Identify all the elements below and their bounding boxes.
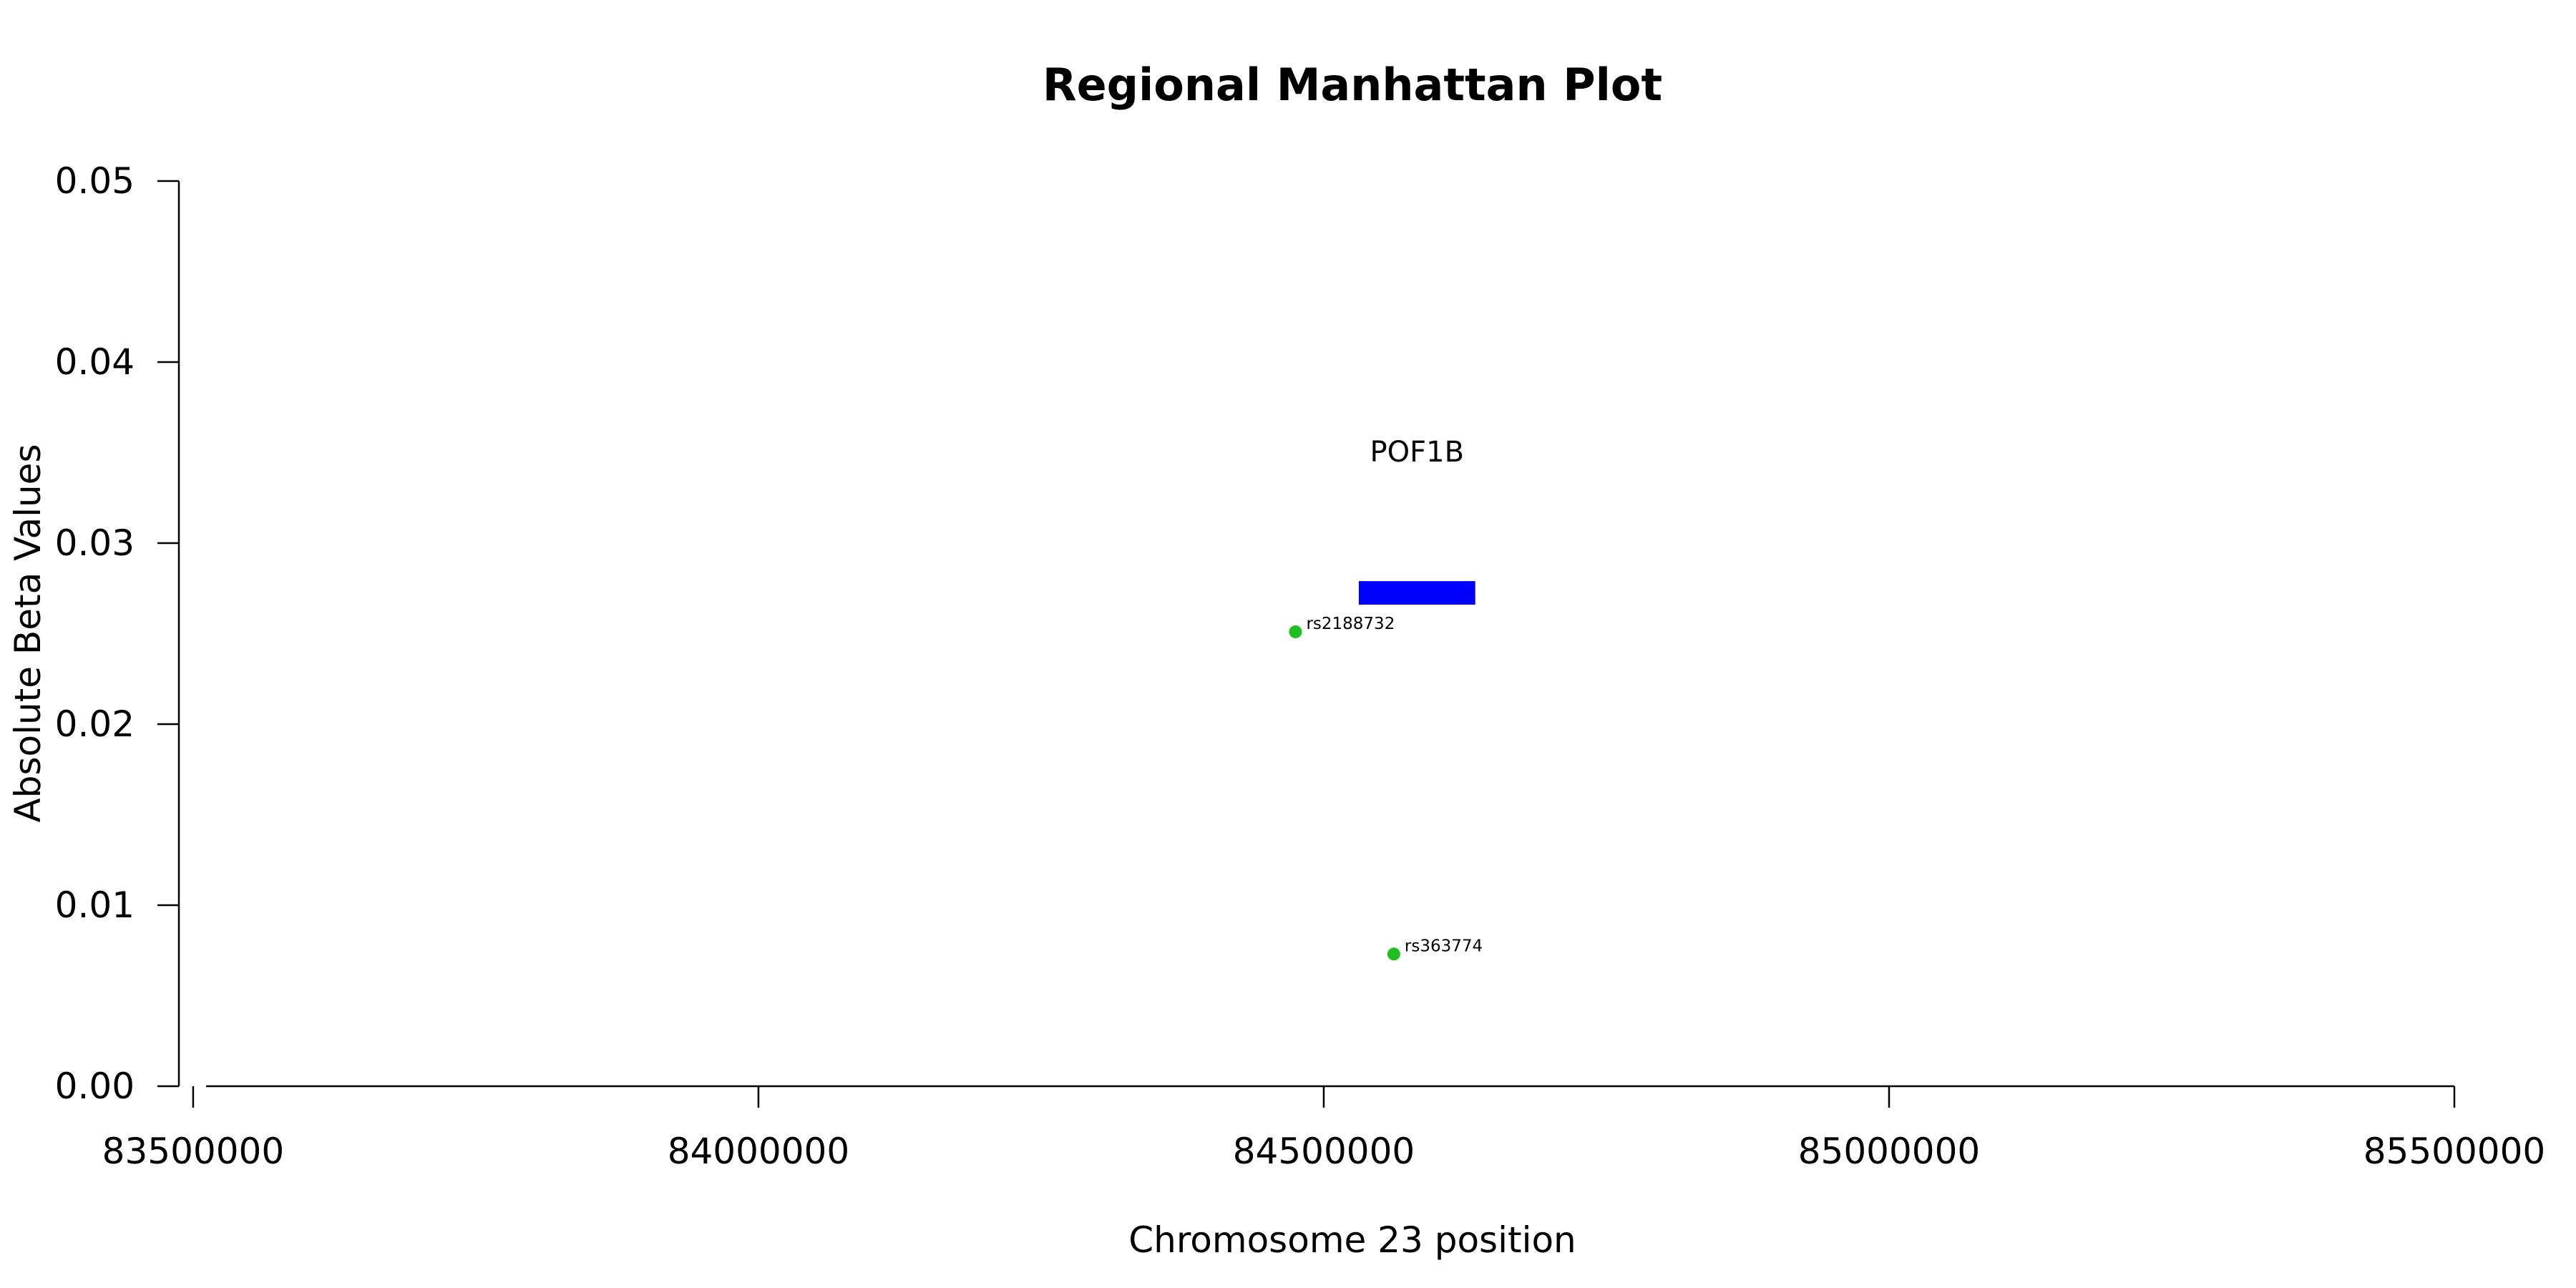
y-tick-label: 0.00 [55,1065,135,1107]
snp-label: rs2188732 [1306,615,1395,633]
gene-track-layer: POF1B [1358,436,1475,605]
x-axis-label: Chromosome 23 position [1128,1219,1576,1261]
y-axis-label: Absolute Beta Values [7,444,49,823]
chart-title: Regional Manhattan Plot [1043,59,1662,111]
x-tick-label: 85500000 [2363,1131,2546,1172]
y-tick-label: 0.01 [55,884,135,926]
gene-label: POF1B [1370,436,1465,469]
y-tick-label: 0.03 [55,522,135,564]
y-tick-label: 0.05 [55,160,135,202]
x-tick-label: 83500000 [102,1131,285,1172]
y-tick-label: 0.02 [55,703,135,745]
gene-bar [1358,581,1475,605]
y-tick-label: 0.04 [55,341,135,383]
x-tick-label: 85000000 [1798,1131,1981,1172]
x-tick-label: 84500000 [1233,1131,1415,1172]
snp-label: rs363774 [1405,937,1483,955]
snp-point [1289,625,1302,638]
snp-points-layer: rs2188732 rs363774 [1289,615,1483,961]
x-tick-label: 84000000 [668,1131,850,1172]
snp-point [1387,947,1400,961]
axes-layer: 0.00 0.01 0.02 0.03 0.04 0.05 83500000 84000000… [55,160,2546,1172]
